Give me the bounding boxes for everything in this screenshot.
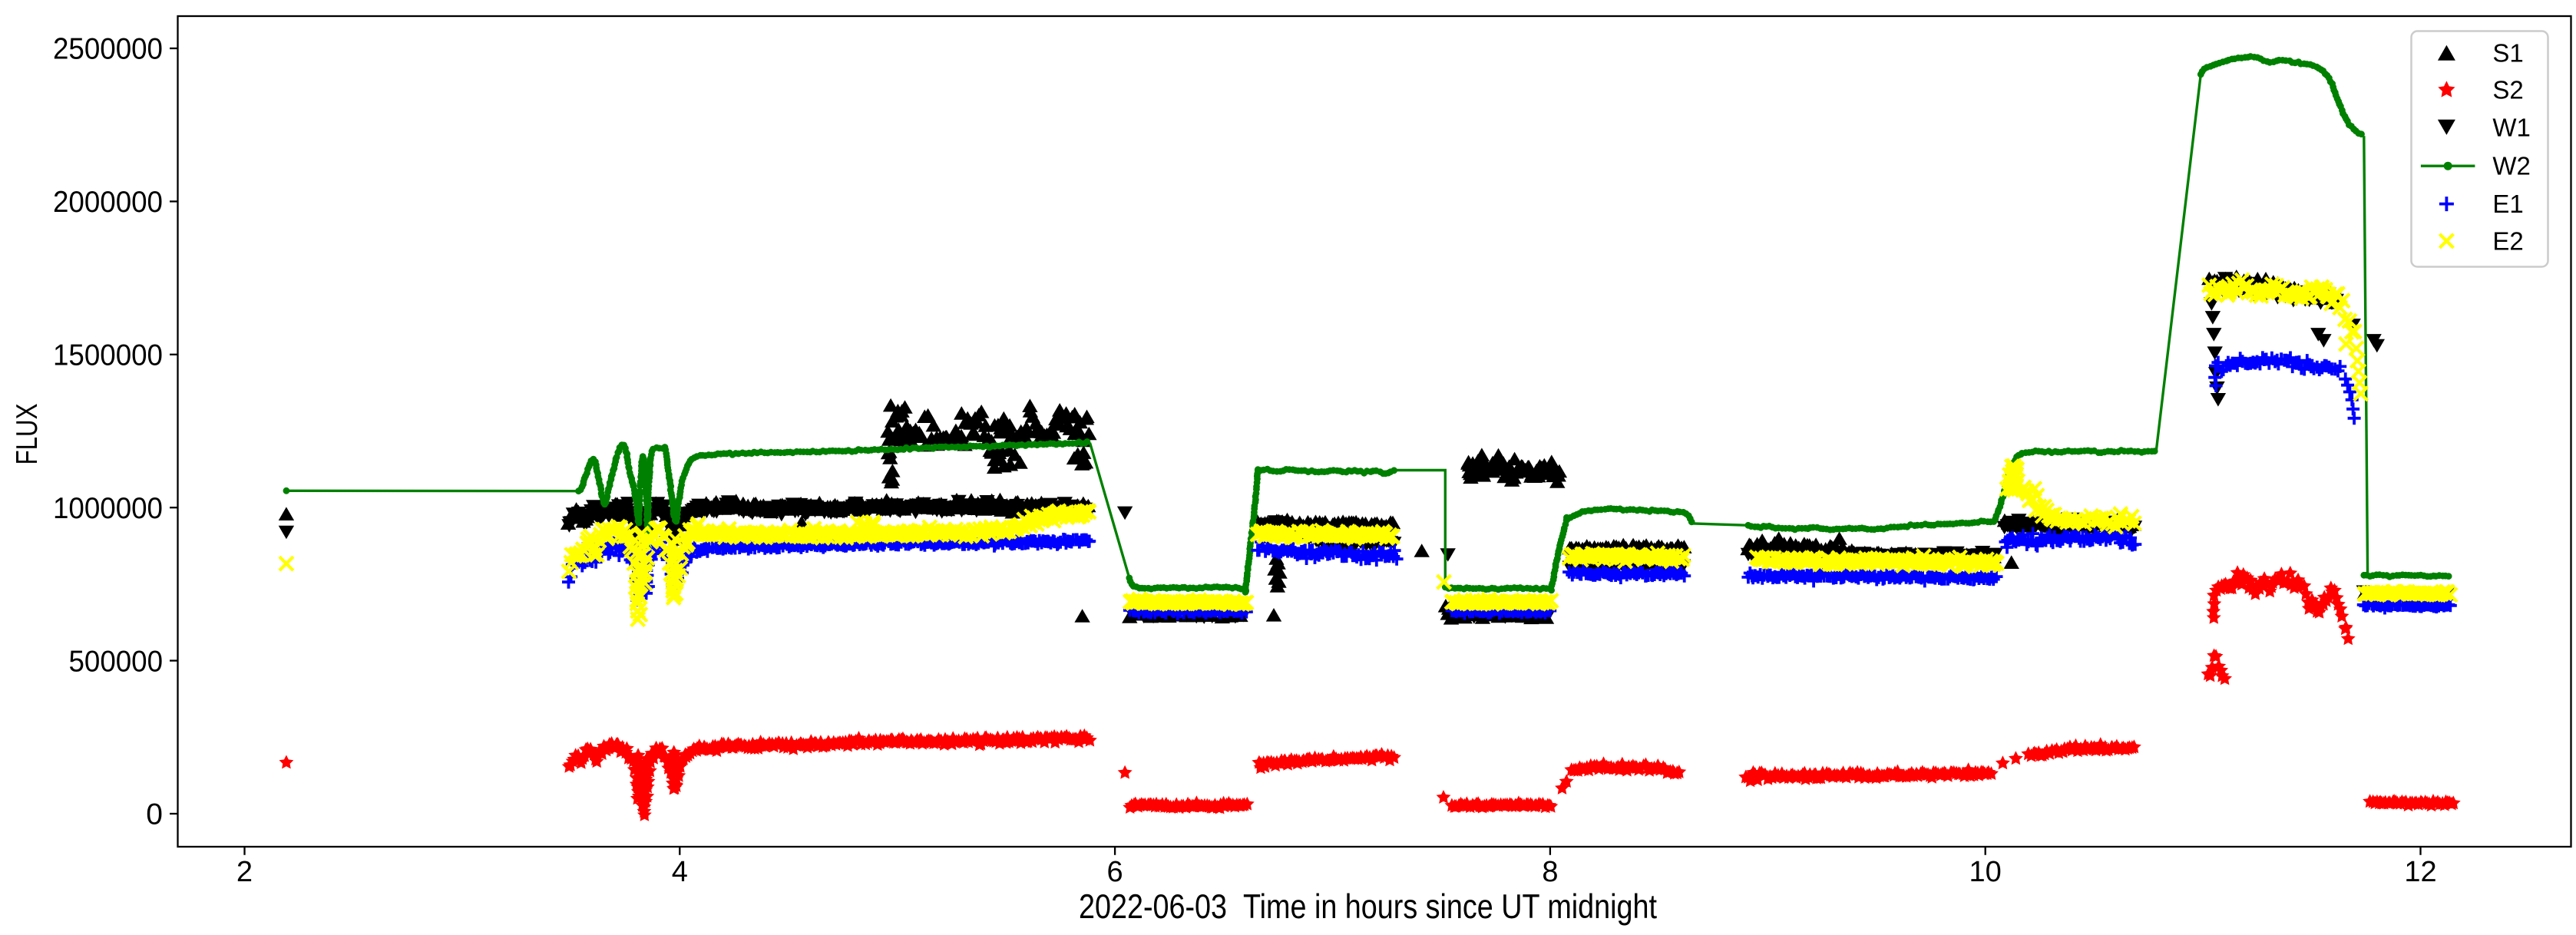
svg-text:500000: 500000 <box>69 645 164 678</box>
svg-text:E2: E2 <box>2492 226 2523 255</box>
svg-text:1500000: 1500000 <box>53 339 163 372</box>
svg-text:E1: E1 <box>2492 190 2523 218</box>
svg-text:S1: S1 <box>2492 38 2523 67</box>
svg-text:12: 12 <box>2404 856 2436 888</box>
svg-text:0: 0 <box>146 798 163 831</box>
svg-text:S2: S2 <box>2492 76 2523 104</box>
svg-text:FLUX: FLUX <box>11 403 44 464</box>
svg-text:6: 6 <box>1107 856 1123 888</box>
svg-text:W2: W2 <box>2492 152 2531 180</box>
svg-text:2000000: 2000000 <box>53 186 163 219</box>
svg-text:2: 2 <box>236 856 253 888</box>
svg-text:2022-06-03 Time in hours sinc: 2022-06-03 Time in hours since UT midnig… <box>1079 888 1658 926</box>
svg-text:1000000: 1000000 <box>53 492 163 525</box>
svg-text:W1: W1 <box>2492 113 2531 141</box>
svg-text:4: 4 <box>672 856 688 888</box>
svg-text:10: 10 <box>1969 856 2002 888</box>
svg-text:2500000: 2500000 <box>53 33 163 66</box>
svg-text:8: 8 <box>1542 856 1558 888</box>
